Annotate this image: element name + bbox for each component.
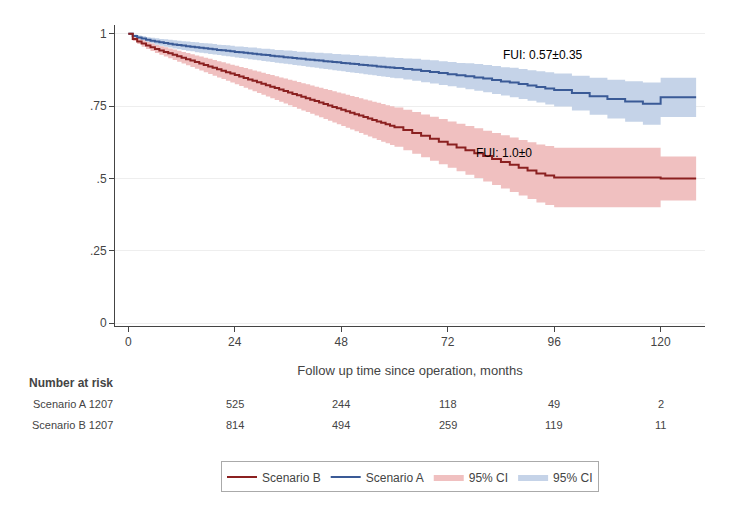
svg-text:0: 0 — [125, 335, 132, 349]
svg-text:2: 2 — [658, 398, 664, 410]
svg-text:Number at risk: Number at risk — [29, 376, 113, 390]
svg-text:Scenario B: Scenario B — [262, 471, 321, 485]
svg-text:96: 96 — [547, 335, 561, 349]
svg-text:1: 1 — [100, 27, 107, 41]
svg-text:72: 72 — [441, 335, 455, 349]
svg-text:48: 48 — [335, 335, 349, 349]
svg-text:Scenario A: Scenario A — [366, 471, 424, 485]
svg-text:49: 49 — [548, 398, 560, 410]
svg-text:Scenario A 1207: Scenario A 1207 — [33, 398, 113, 410]
svg-text:0: 0 — [100, 316, 107, 330]
svg-text:.75: .75 — [90, 99, 107, 113]
svg-text:.5: .5 — [97, 172, 107, 186]
svg-text:259: 259 — [439, 419, 457, 431]
svg-text:244: 244 — [332, 398, 350, 410]
svg-text:Scenario B 1207: Scenario B 1207 — [32, 419, 113, 431]
svg-text:525: 525 — [226, 398, 244, 410]
svg-text:119: 119 — [545, 419, 563, 431]
svg-text:11: 11 — [655, 419, 666, 431]
svg-text:FUI: 0.57±0.35: FUI: 0.57±0.35 — [503, 48, 583, 62]
svg-text:494: 494 — [332, 419, 350, 431]
svg-text:120: 120 — [651, 335, 671, 349]
svg-text:.25: .25 — [90, 244, 107, 258]
svg-text:814: 814 — [226, 419, 244, 431]
svg-text:Follow up time since operation: Follow up time since operation, months — [297, 363, 523, 378]
svg-text:118: 118 — [439, 398, 457, 410]
svg-text:FUI: 1.0±0: FUI: 1.0±0 — [476, 146, 532, 160]
svg-text:24: 24 — [228, 335, 242, 349]
svg-text:95% CI: 95% CI — [553, 471, 592, 485]
svg-text:95% CI: 95% CI — [469, 471, 508, 485]
